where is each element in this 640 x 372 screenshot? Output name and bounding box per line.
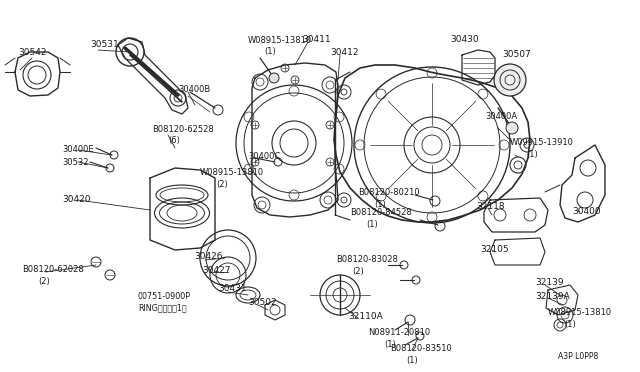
Circle shape [506,122,518,134]
Text: B08120-80210: B08120-80210 [358,188,420,197]
Text: 30411: 30411 [302,35,331,44]
Text: 30426: 30426 [194,252,223,261]
Text: (2): (2) [216,180,228,189]
Text: (1): (1) [366,220,378,229]
Text: 30400A: 30400A [485,112,517,121]
Text: (6): (6) [168,136,180,145]
Text: W08915-13810: W08915-13810 [548,308,612,317]
Text: B08120-83028: B08120-83028 [336,255,398,264]
Text: (2): (2) [38,277,50,286]
Text: 30531: 30531 [90,40,119,49]
Text: (1): (1) [526,150,538,159]
Text: 32139A: 32139A [535,292,570,301]
Text: N08911-20810: N08911-20810 [368,328,430,337]
Text: 30507: 30507 [502,50,531,59]
Text: 32105: 32105 [480,245,509,254]
Text: RINGリング〈1〉: RINGリング〈1〉 [138,303,187,312]
Text: 32118: 32118 [476,202,504,211]
Text: 30400B: 30400B [178,85,211,94]
Text: 30430: 30430 [450,35,479,44]
Text: 32139: 32139 [535,278,564,287]
Text: B08120-62028: B08120-62028 [22,265,84,274]
Text: B08120-84528: B08120-84528 [350,208,412,217]
Text: 30400E: 30400E [62,145,93,154]
Text: W09915-13910: W09915-13910 [510,138,574,147]
Text: 32110A: 32110A [348,312,383,321]
Text: A3P L0PP8: A3P L0PP8 [558,352,598,361]
Text: W08915-13810: W08915-13810 [200,168,264,177]
Text: B08120-83510: B08120-83510 [390,344,452,353]
Text: (1): (1) [564,320,576,329]
Text: (1): (1) [264,47,276,56]
Text: B08120-62528: B08120-62528 [152,125,214,134]
Circle shape [494,64,526,96]
Text: 30400: 30400 [572,207,600,216]
Text: W08915-13810: W08915-13810 [248,36,312,45]
Text: 30431: 30431 [218,284,246,293]
Text: 30542: 30542 [18,48,47,57]
Circle shape [269,73,279,83]
Text: (1): (1) [406,356,418,365]
Text: (1): (1) [374,200,386,209]
Text: 00751-0900P: 00751-0900P [138,292,191,301]
Text: 30400C: 30400C [248,152,280,161]
Text: (2): (2) [352,267,364,276]
Text: 30502: 30502 [248,298,276,307]
Text: 30412: 30412 [330,48,358,57]
Text: 30427: 30427 [202,266,230,275]
Text: (1): (1) [384,340,396,349]
Text: 30420: 30420 [62,195,90,204]
Text: 30532: 30532 [62,158,88,167]
